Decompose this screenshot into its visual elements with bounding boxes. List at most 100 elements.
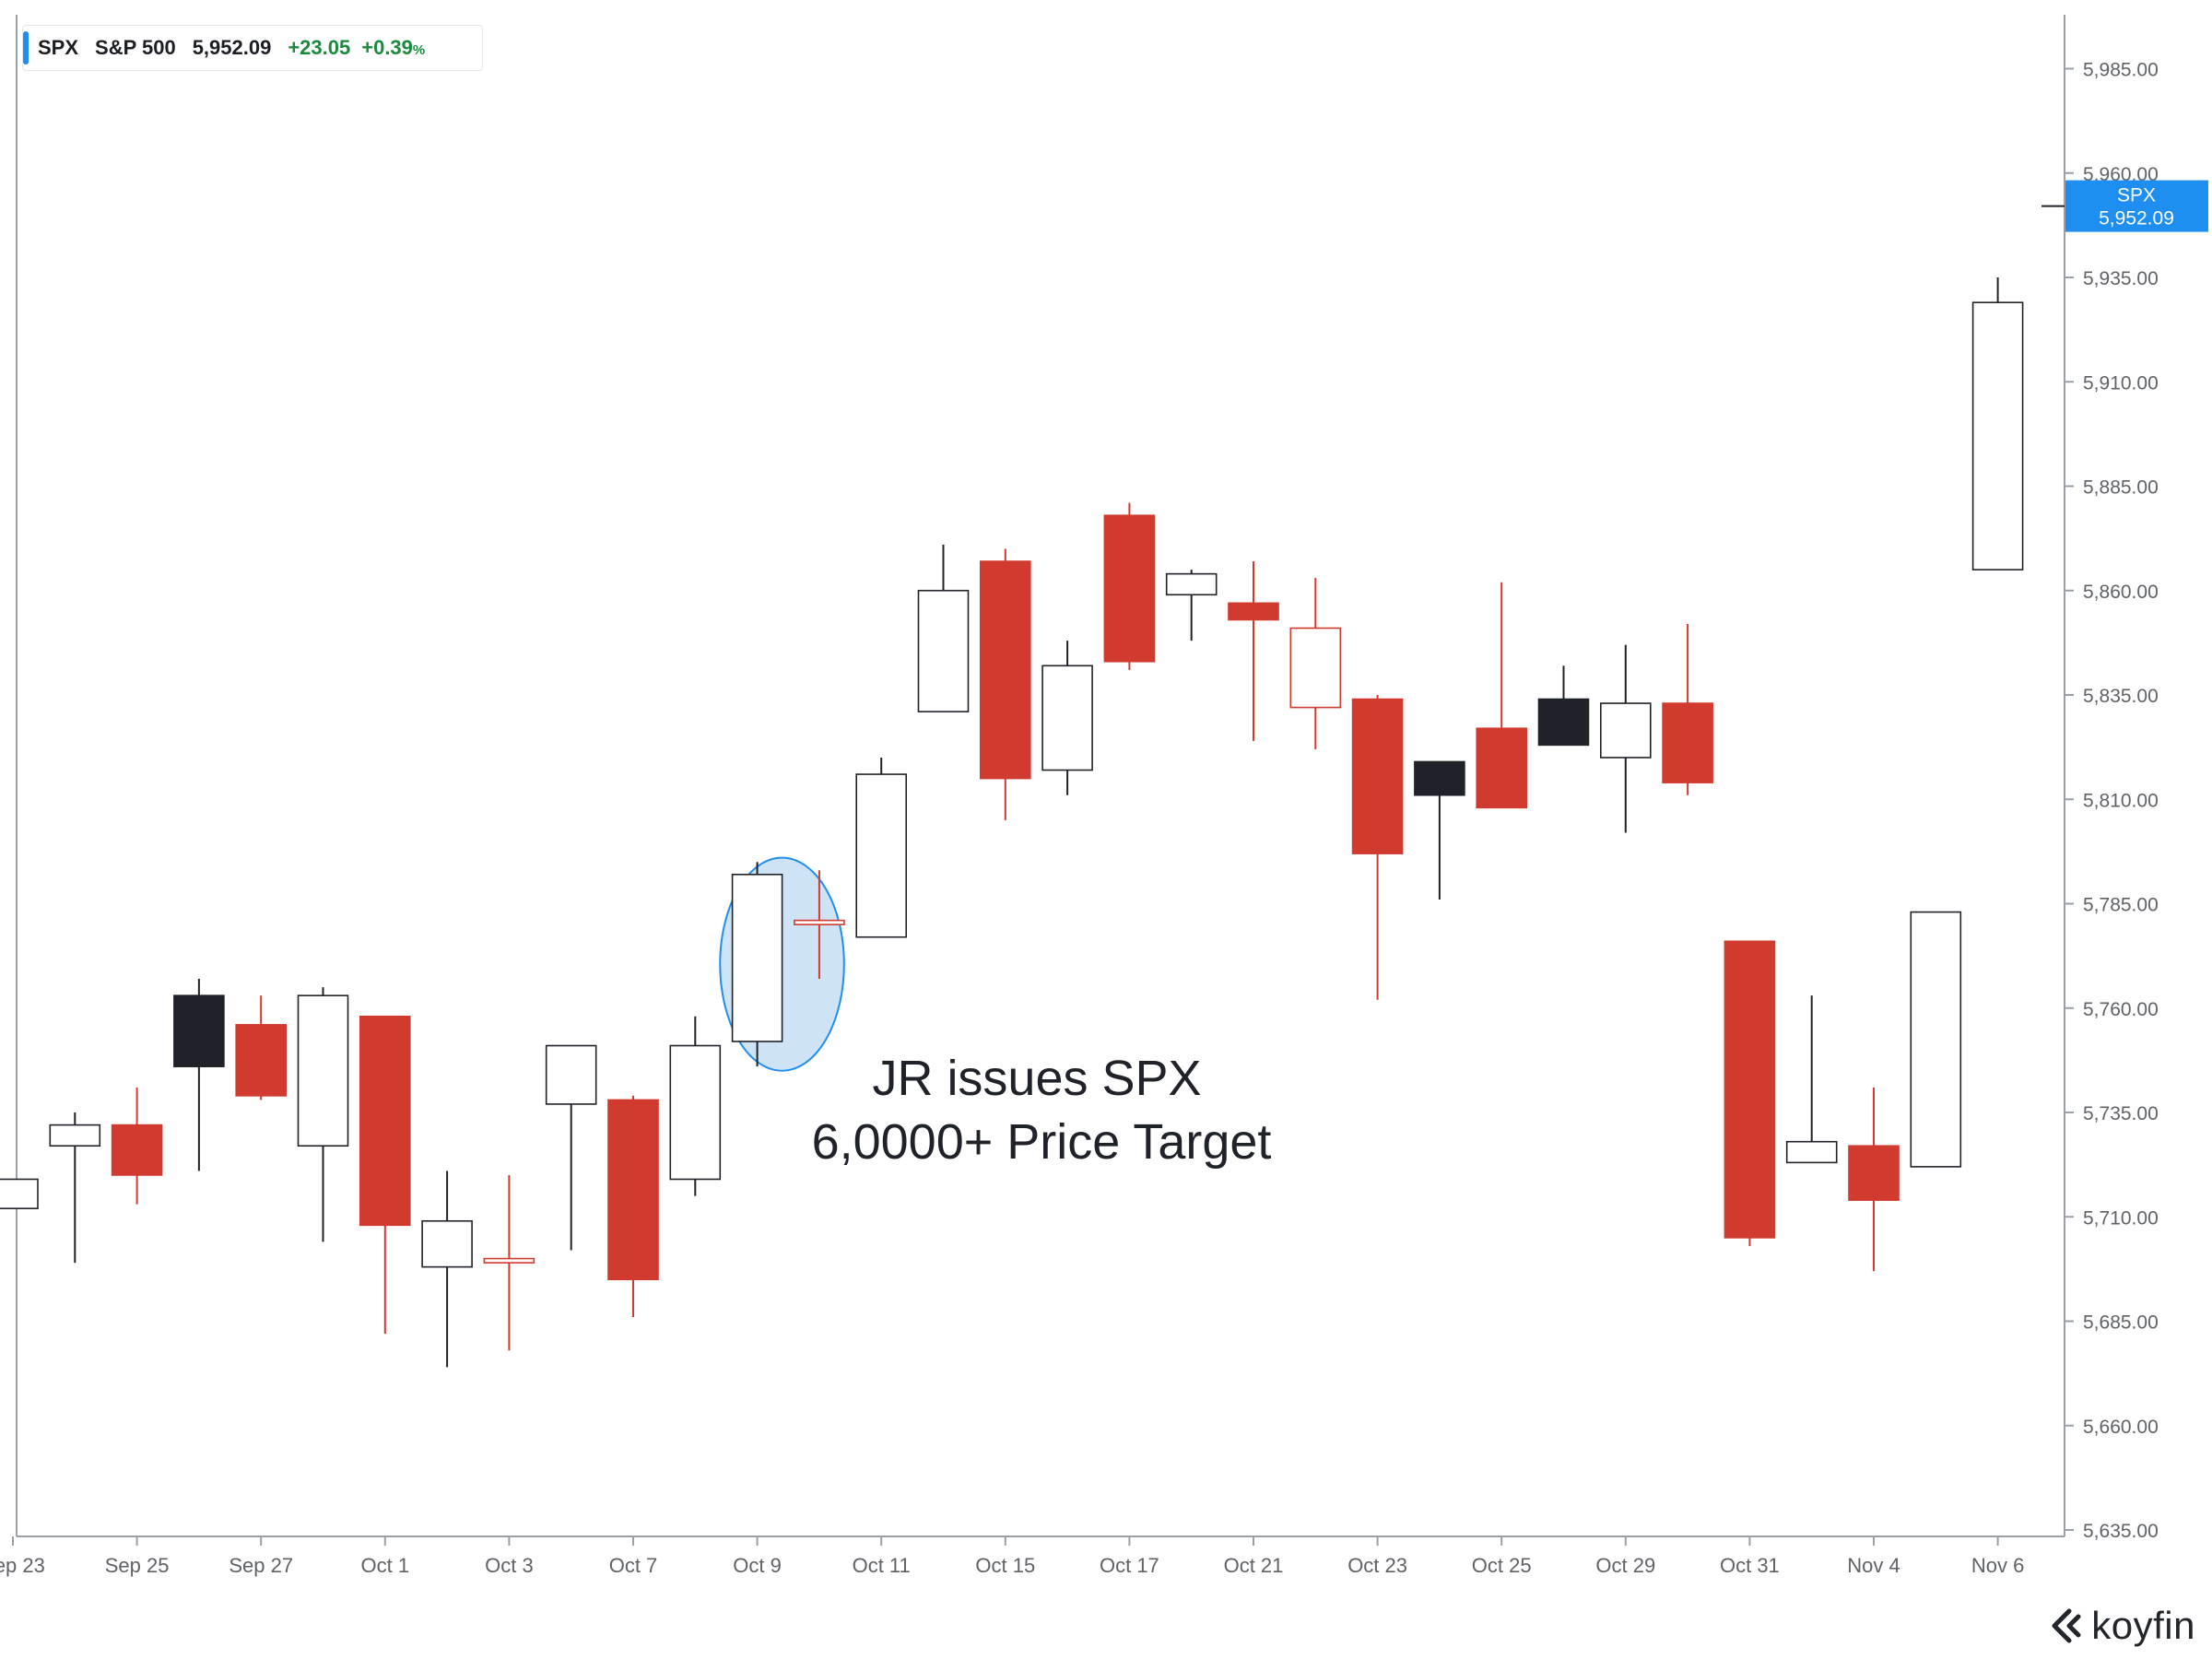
y-tick-label: 5,910.00 <box>2083 372 2159 394</box>
x-tick-label: Sep 23 <box>0 1554 45 1577</box>
x-tick-label: Oct 31 <box>1720 1554 1780 1577</box>
candle-body <box>1910 911 1962 1168</box>
x-tick-label: Oct 11 <box>853 1554 911 1577</box>
annotation-layer: JR issues SPX 6,0000+ Price Target <box>812 1051 1272 1170</box>
y-tick-label: 5,810.00 <box>2083 790 2159 811</box>
candle <box>49 1112 101 1264</box>
x-tick-label: Nov 6 <box>1971 1554 2024 1577</box>
candle-body <box>731 873 783 1042</box>
candle-body <box>1971 301 2024 571</box>
ticker-name: S&P 500 <box>95 36 176 59</box>
candle-body <box>1600 702 1652 759</box>
candle <box>1600 644 1652 833</box>
ticker-price: 5,952.09 <box>192 36 272 59</box>
candle-body <box>1724 940 1776 1239</box>
x-tick-label: Oct 7 <box>609 1554 658 1577</box>
candle <box>1414 760 1465 900</box>
ticker-change: +23.05 <box>288 36 351 59</box>
candle-body <box>111 1124 163 1176</box>
candle <box>1537 665 1590 747</box>
candle-body <box>1351 698 1404 854</box>
candle-body <box>545 1044 597 1105</box>
candle-body <box>1289 627 1342 709</box>
x-tick-label: Oct 21 <box>1224 1554 1284 1577</box>
ticker-change-pct-value: +0.39 <box>361 36 413 59</box>
candle <box>421 1171 473 1368</box>
x-tick-label: Oct 9 <box>733 1554 782 1577</box>
candle-body <box>1103 514 1156 663</box>
candle <box>0 1178 39 1209</box>
candle-body <box>1848 1145 1900 1201</box>
y-tick-label: 5,710.00 <box>2083 1207 2159 1229</box>
x-tick-label: Sep 27 <box>229 1554 293 1577</box>
candle-body <box>607 1099 659 1281</box>
y-tick-label: 5,960.00 <box>2083 164 2159 185</box>
candle-body <box>1662 702 1713 783</box>
y-tick-label: 5,835.00 <box>2083 686 2159 707</box>
candle-body <box>483 1257 535 1264</box>
candle <box>1351 695 1404 1000</box>
y-tick-label: 5,760.00 <box>2083 999 2159 1020</box>
y-tick-label: 5,935.00 <box>2083 268 2159 289</box>
candle <box>1724 940 1776 1246</box>
candle <box>173 979 225 1171</box>
plot-frame <box>16 15 2065 1537</box>
candle <box>1041 641 1093 795</box>
candle <box>1910 911 1962 1168</box>
candle <box>1103 502 1156 670</box>
candle <box>1662 623 1713 795</box>
y-tick-label: 5,885.00 <box>2083 477 2159 499</box>
candle <box>794 870 845 980</box>
x-tick-label: Oct 15 <box>975 1554 1035 1577</box>
candle-body <box>421 1219 473 1268</box>
candle <box>855 757 908 938</box>
candle <box>917 544 970 712</box>
candle <box>111 1087 163 1205</box>
candle-body <box>1476 727 1527 809</box>
last-price-symbol: SPX <box>2117 185 2156 206</box>
candle <box>1165 570 1218 641</box>
annotation-line: 6,0000+ Price Target <box>812 1114 1272 1170</box>
candle <box>607 1095 659 1317</box>
candle <box>669 1016 722 1196</box>
candle <box>1785 995 1838 1164</box>
candle <box>1289 578 1342 749</box>
x-tick-label: Oct 17 <box>1100 1554 1159 1577</box>
ticker-change-pct-unit: % <box>412 42 426 58</box>
ticker-accent-bar <box>23 31 29 65</box>
x-tick-label: Oct 1 <box>361 1554 410 1577</box>
ticker-symbol: SPX <box>38 36 79 59</box>
y-tick-label: 5,860.00 <box>2083 582 2159 603</box>
candle <box>235 995 288 1100</box>
x-tick-label: Oct 23 <box>1347 1554 1407 1577</box>
x-tick-label: Oct 3 <box>485 1554 534 1577</box>
ticker-change-pct: +0.39% <box>361 36 425 60</box>
x-tick-label: Nov 4 <box>1847 1554 1900 1577</box>
candle-body <box>980 560 1031 780</box>
candle <box>545 1044 597 1251</box>
candle-body <box>49 1124 101 1147</box>
koyfin-logo: koyfin <box>2049 1604 2195 1648</box>
candle-body <box>235 1024 288 1097</box>
candle-body <box>1785 1140 1838 1164</box>
y-tick-label: 5,985.00 <box>2083 60 2159 81</box>
y-tick-label: 5,635.00 <box>2083 1521 2159 1542</box>
candle <box>1848 1087 1900 1272</box>
candle-body <box>1041 665 1093 771</box>
candle-body <box>359 1016 411 1227</box>
candle-body <box>669 1044 722 1181</box>
ticker-summary[interactable]: SPX S&P 500 5,952.09 +23.05 +0.39% <box>22 25 483 71</box>
x-axis: Sep 23 Sep 25 Sep 27 Oct 1 Oct 3 Oct 7 Oct 9 Oc… <box>0 1536 2024 1577</box>
candle-body <box>1537 698 1590 747</box>
y-tick-label: 5,660.00 <box>2083 1417 2159 1438</box>
candle <box>297 987 349 1242</box>
y-tick-label: 5,735.00 <box>2083 1103 2159 1124</box>
last-price-value: 5,952.09 <box>2099 208 2174 229</box>
candle-body <box>855 773 908 938</box>
candle-body <box>173 994 225 1067</box>
candle <box>483 1174 535 1351</box>
x-tick-label: Sep 25 <box>105 1554 170 1577</box>
annotation-line: JR issues SPX <box>872 1051 1201 1106</box>
